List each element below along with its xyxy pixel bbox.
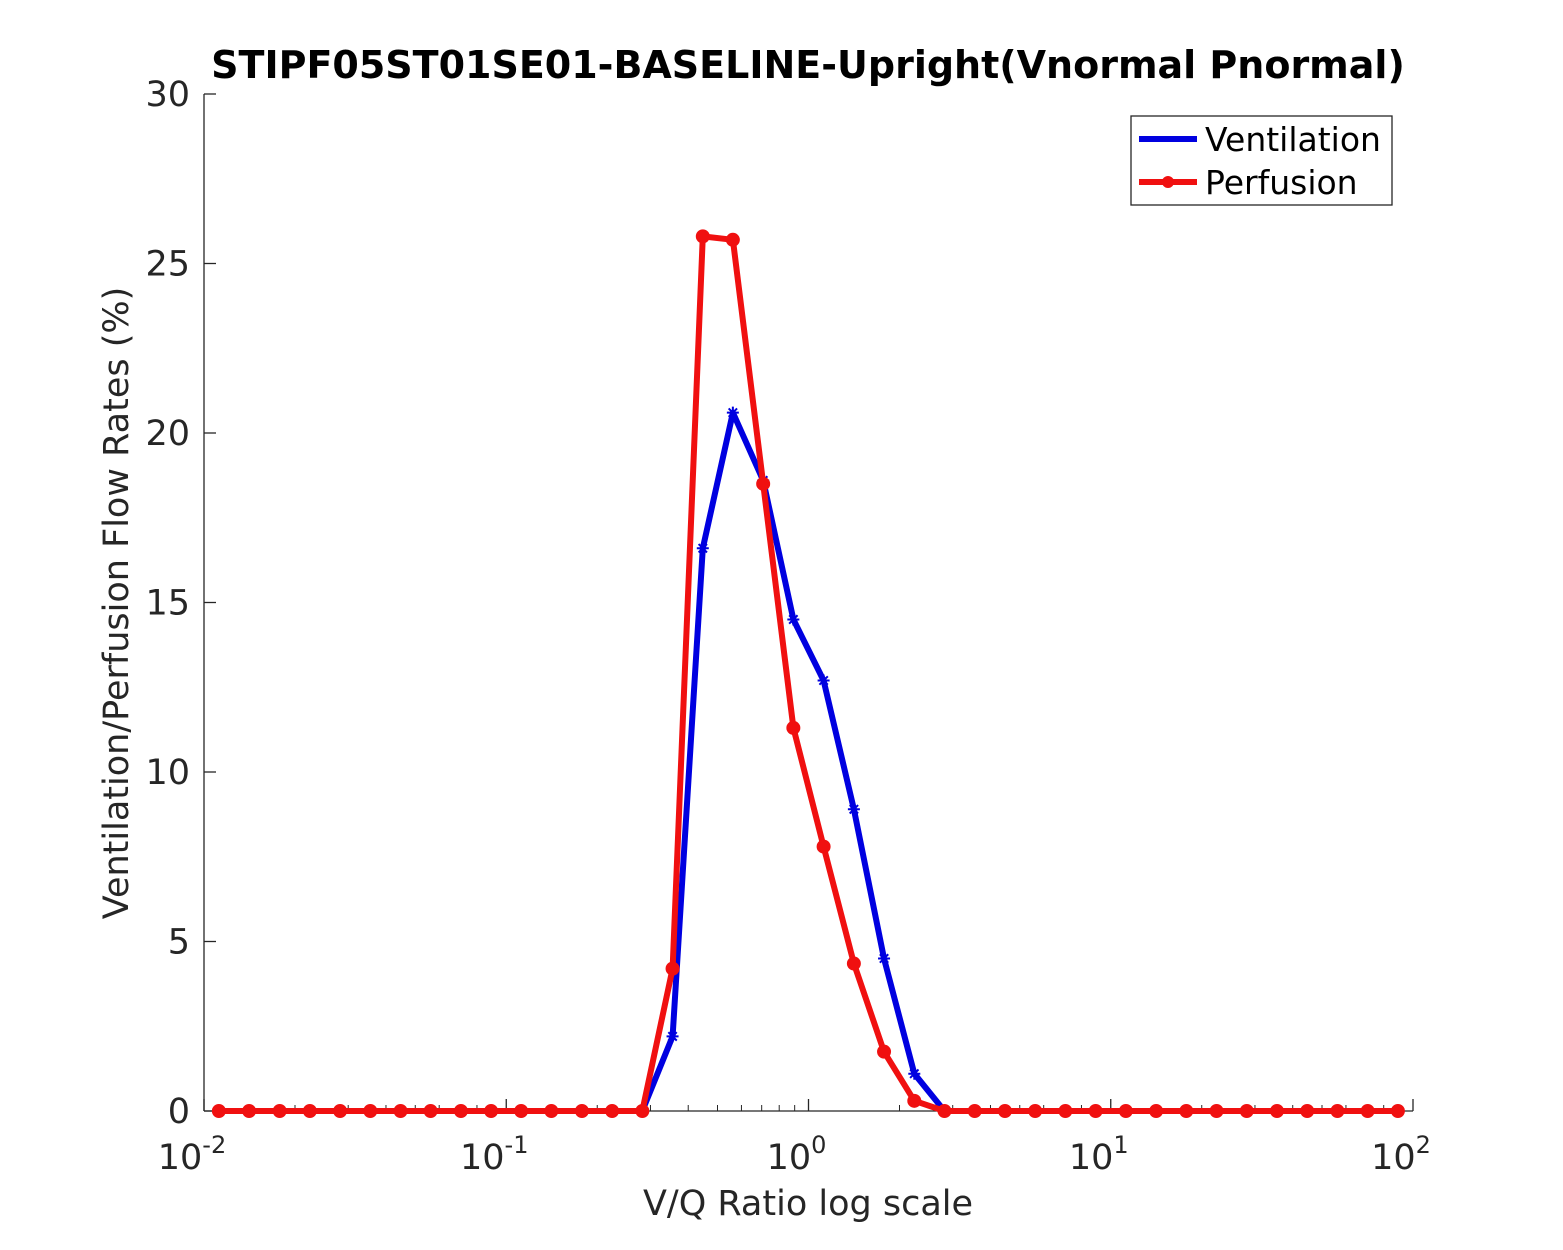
- x-tick-label-exponent: -2: [202, 1131, 226, 1159]
- data-point-ventilation: [878, 952, 891, 965]
- x-tick-label-exponent: 2: [1416, 1131, 1431, 1159]
- y-tick-label: 15: [145, 584, 190, 624]
- data-point-perfusion: [242, 1104, 257, 1118]
- x-tick-label: 101: [1069, 1131, 1129, 1178]
- legend-marker-perfusion: [1162, 176, 1174, 188]
- data-point-ventilation: [787, 613, 800, 626]
- data-point-perfusion: [1239, 1104, 1254, 1118]
- x-axis-label: V/Q Ratio log scale: [643, 1184, 973, 1224]
- y-tick-label: 20: [145, 414, 190, 454]
- data-point-perfusion: [1300, 1104, 1315, 1118]
- x-tick-label-base: 10: [460, 1138, 505, 1178]
- data-point-perfusion: [1088, 1104, 1103, 1118]
- x-tick-label: 102: [1371, 1131, 1431, 1178]
- x-tick-label-base: 10: [158, 1138, 203, 1178]
- data-point-perfusion: [302, 1104, 317, 1118]
- data-point-perfusion: [1269, 1104, 1284, 1118]
- x-tick-label-exponent: 0: [811, 1131, 826, 1159]
- legend-label-ventilation: Ventilation: [1205, 120, 1381, 159]
- data-point-ventilation: [817, 674, 830, 687]
- legend-box: [1130, 115, 1393, 206]
- data-point-perfusion: [1360, 1104, 1375, 1118]
- data-point-perfusion: [574, 1104, 589, 1118]
- data-point-perfusion: [453, 1104, 468, 1118]
- data-point-perfusion: [363, 1104, 378, 1118]
- data-point-perfusion: [333, 1104, 348, 1118]
- data-point-perfusion: [877, 1044, 892, 1059]
- data-point-perfusion: [272, 1104, 287, 1118]
- y-tick-label: 10: [145, 753, 190, 793]
- data-point-perfusion: [997, 1104, 1012, 1118]
- x-tick-label-exponent: 1: [1113, 1131, 1128, 1159]
- y-tick-label: 30: [145, 75, 190, 115]
- y-tick-label: 0: [168, 1092, 190, 1132]
- y-axis-label: Ventilation/Perfusion Flow Rates (%): [97, 287, 137, 920]
- chart-title: STIPF05ST01SE01-BASELINE-Upright(Vnormal…: [211, 43, 1405, 87]
- data-point-perfusion: [1118, 1104, 1133, 1118]
- legend-label-perfusion: Perfusion: [1205, 163, 1358, 202]
- data-point-perfusion: [756, 476, 771, 491]
- data-point-perfusion: [967, 1104, 982, 1118]
- data-point-perfusion: [635, 1104, 650, 1118]
- x-tick-label: 100: [767, 1131, 827, 1178]
- data-point-perfusion: [1179, 1104, 1194, 1118]
- legend-marker-ventilation: [1165, 136, 1171, 142]
- data-point-perfusion: [665, 961, 680, 976]
- x-tick-label-exponent: -1: [505, 1131, 529, 1159]
- y-tick-label: 25: [145, 245, 190, 285]
- data-point-ventilation: [908, 1067, 921, 1080]
- data-point-perfusion: [211, 1104, 226, 1118]
- data-point-perfusion: [1390, 1104, 1405, 1118]
- data-point-perfusion: [423, 1104, 438, 1118]
- series-line-perfusion: [218, 233, 1398, 1114]
- data-point-perfusion: [393, 1104, 408, 1118]
- x-tick-label-base: 10: [1069, 1138, 1114, 1178]
- x-tick-label-base: 10: [1371, 1138, 1416, 1178]
- x-tick-label: 10-1: [460, 1131, 528, 1178]
- data-point-perfusion: [1209, 1104, 1224, 1118]
- y-tick-label: 5: [168, 923, 190, 963]
- series-line-ventilation: [218, 409, 1398, 1114]
- data-point-perfusion: [846, 956, 861, 971]
- data-point-perfusion: [937, 1104, 952, 1118]
- data-point-perfusion: [484, 1104, 499, 1118]
- data-point-perfusion: [1028, 1104, 1043, 1118]
- data-point-perfusion: [514, 1104, 529, 1118]
- data-point-perfusion: [695, 229, 710, 244]
- data-point-perfusion: [725, 232, 740, 247]
- data-point-perfusion: [605, 1104, 620, 1118]
- data-point-perfusion: [544, 1104, 559, 1118]
- data-point-perfusion: [1058, 1104, 1073, 1118]
- data-point-perfusion: [1149, 1104, 1164, 1118]
- data-point-ventilation: [847, 803, 860, 816]
- x-tick-label: 10-2: [158, 1131, 226, 1178]
- x-tick-label-base: 10: [767, 1138, 812, 1178]
- data-point-perfusion: [1330, 1104, 1345, 1118]
- legend: Ventilation Perfusion: [1130, 115, 1393, 206]
- data-point-perfusion: [907, 1093, 922, 1108]
- data-point-ventilation: [726, 406, 739, 419]
- data-point-ventilation: [666, 1030, 679, 1043]
- data-point-perfusion: [786, 720, 801, 735]
- data-point-perfusion: [816, 839, 831, 854]
- data-point-ventilation: [696, 542, 709, 555]
